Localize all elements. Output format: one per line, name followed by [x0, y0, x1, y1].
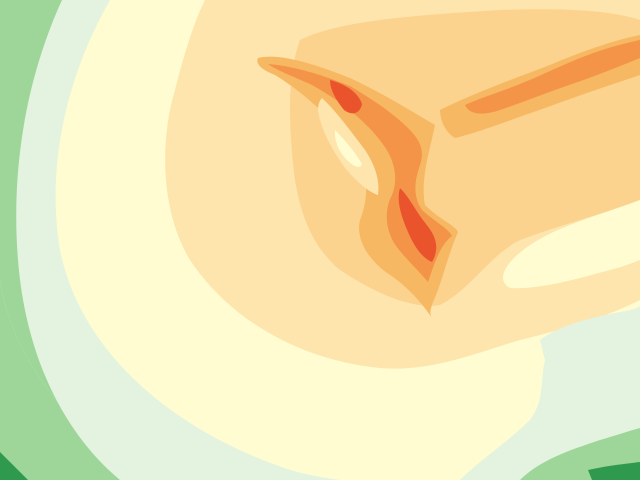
- contour-band-deep-green-corner: [0, 452, 28, 480]
- contour-band-pale-yellow-right: [502, 200, 640, 289]
- contour-band-green-left: [0, 280, 140, 480]
- contour-band-red-orange-core-south: [398, 188, 437, 262]
- contour-band-deep-green-bottom-right: [588, 462, 640, 480]
- contour-band-pale-mint-arc: [16, 0, 640, 480]
- contour-band-pale-yellow-pocket: [334, 130, 362, 167]
- contour-band-dark-orange-core: [268, 64, 452, 282]
- contour-band-red-orange-core-north: [330, 80, 362, 114]
- contour-band-dark-orange-blobs: [465, 40, 640, 114]
- contour-band-pale-mint-bottom-right: [460, 306, 640, 480]
